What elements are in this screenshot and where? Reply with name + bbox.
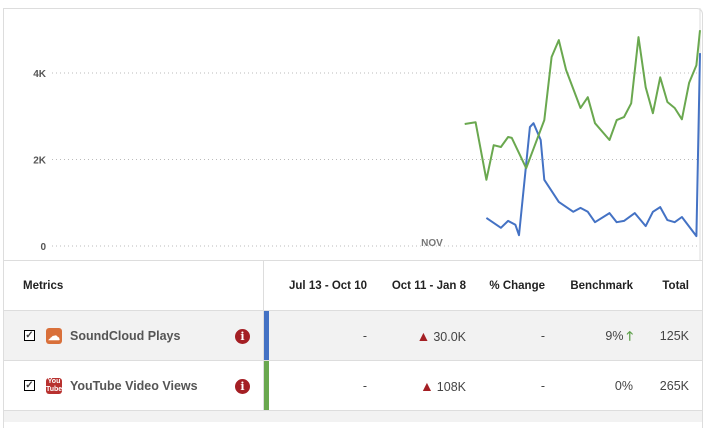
column-divider: [263, 261, 264, 310]
arrow-up-icon: 🡑: [626, 329, 633, 343]
info-icon[interactable]: i: [235, 329, 250, 344]
header-benchmark[interactable]: Benchmark: [570, 280, 633, 292]
y-tick-label: 2K: [33, 156, 47, 167]
series-color-bar: [264, 311, 269, 361]
benchmark-value: 9%: [605, 329, 624, 343]
row-checkbox[interactable]: ✓: [24, 380, 35, 391]
header-prev-period[interactable]: Jul 13 - Oct 10: [289, 280, 367, 292]
header-total[interactable]: Total: [662, 280, 689, 292]
table-header: Metrics Jul 13 - Oct 10 Oct 11 - Jan 8 %…: [4, 260, 702, 310]
series-line-1: [464, 30, 701, 181]
column-divider: [263, 311, 264, 360]
current-value: 108K: [436, 380, 466, 394]
benchmark-value: 0%: [614, 379, 633, 393]
line-chart: 0 2K 4K NOV: [33, 8, 701, 260]
header-change[interactable]: % Change: [489, 280, 545, 292]
table-row: ✓ You Tube YouTube Video Views i - ▲ 108K…: [4, 360, 702, 411]
soundcloud-icon: ☁: [46, 328, 62, 344]
row-checkbox[interactable]: ✓: [24, 330, 35, 341]
prev-value: -: [362, 379, 367, 393]
metrics-table: Metrics Jul 13 - Oct 10 Oct 11 - Jan 8 %…: [4, 260, 702, 422]
total-value: 125K: [659, 329, 689, 343]
header-metrics: Metrics: [23, 280, 64, 292]
total-value: 265K: [659, 379, 689, 393]
warning-icon: ▲: [416, 328, 431, 344]
series-color-bar: [264, 361, 269, 411]
warning-icon: ▲: [419, 378, 434, 394]
y-tick-label: 4K: [33, 69, 47, 80]
current-value: 30.0K: [433, 330, 466, 344]
info-icon[interactable]: i: [235, 379, 250, 394]
table-row: ✓ ☁ SoundCloud Plays i - ▲ 30.0K - 9% 🡑 12…: [4, 310, 702, 361]
x-tick-label: NOV: [421, 238, 443, 249]
header-current-period[interactable]: Oct 11 - Jan 8: [391, 280, 466, 292]
youtube-icon: You Tube: [46, 378, 63, 394]
table-row: [4, 410, 702, 422]
metric-name: YouTube Video Views: [70, 379, 198, 393]
metric-name: SoundCloud Plays: [70, 329, 181, 343]
series-line-0: [485, 53, 701, 238]
change-value: -: [540, 379, 545, 393]
y-tick-label: 0: [40, 242, 46, 253]
column-divider: [263, 361, 264, 410]
prev-value: -: [362, 329, 367, 343]
change-value: -: [540, 329, 545, 343]
